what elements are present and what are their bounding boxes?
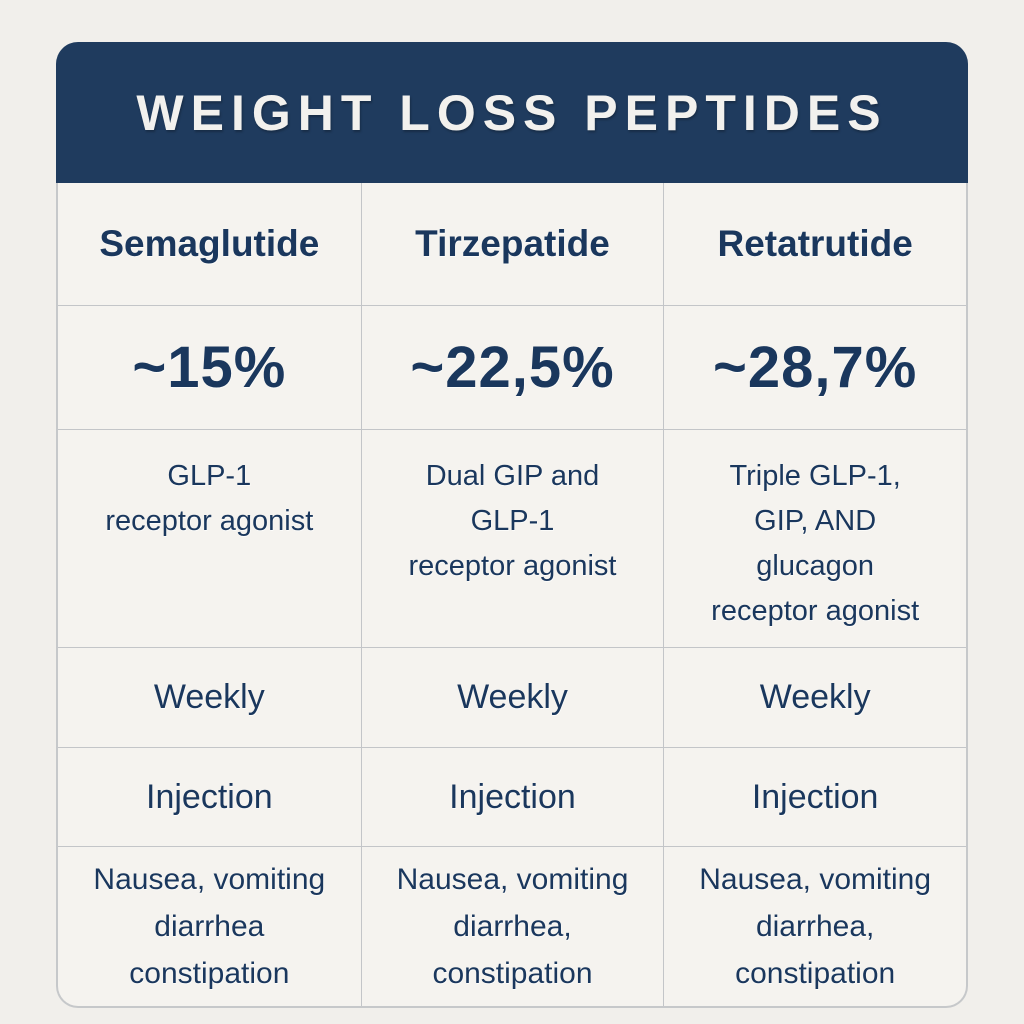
weight-loss-tirzepatide: ~22,5% <box>360 306 664 429</box>
mechanism-semaglutide: GLP-1 receptor agonist <box>105 460 314 537</box>
row-mechanism: GLP-1 receptor agonist Dual GIP and GLP-… <box>58 429 966 647</box>
side-effects-semaglutide: Nausea, vomiting diarrhea constipation <box>93 863 326 990</box>
frequency-tirzepatide: Weekly <box>360 648 664 747</box>
route-tirzepatide: Injection <box>360 748 664 846</box>
drug-name-tirzepatide: Tirzepatide <box>360 183 664 305</box>
row-dosing-frequency: Weekly Weekly Weekly <box>58 647 966 747</box>
route-retatrutide: Injection <box>663 748 966 846</box>
row-weight-loss-percent: ~15% ~22,5% ~28,7% <box>58 305 966 429</box>
side-effects-retatrutide: Nausea, vomiting diarrhea, constipation <box>663 847 966 1006</box>
drug-name-semaglutide: Semaglutide <box>99 223 320 264</box>
side-effects-tirzepatide: Nausea, vomiting diarrhea, constipation <box>360 847 664 1006</box>
frequency-semaglutide: Weekly <box>153 678 265 716</box>
weight-loss-semaglutide: ~15% <box>132 335 287 400</box>
comparison-table: WEIGHT LOSS PEPTIDES Semaglutide Tirzepa… <box>56 42 968 1008</box>
row-drug-names: Semaglutide Tirzepatide Retatrutide <box>58 183 966 305</box>
weight-loss-retatrutide: ~28,7% <box>663 306 966 429</box>
mechanism-tirzepatide: Dual GIP and GLP-1 receptor agonist <box>360 430 664 647</box>
route-semaglutide: Injection <box>146 777 273 816</box>
table-title-bar: WEIGHT LOSS PEPTIDES <box>56 42 968 183</box>
table-body: Semaglutide Tirzepatide Retatrutide ~15%… <box>56 183 968 1008</box>
frequency-retatrutide: Weekly <box>663 648 966 747</box>
row-administration-route: Injection Injection Injection <box>58 747 966 846</box>
table-title: WEIGHT LOSS PEPTIDES <box>136 84 888 141</box>
drug-name-retatrutide: Retatrutide <box>663 183 966 305</box>
row-side-effects: Nausea, vomiting diarrhea constipation N… <box>58 846 966 1006</box>
mechanism-retatrutide: Triple GLP-1, GIP, AND glucagon receptor… <box>663 430 966 647</box>
